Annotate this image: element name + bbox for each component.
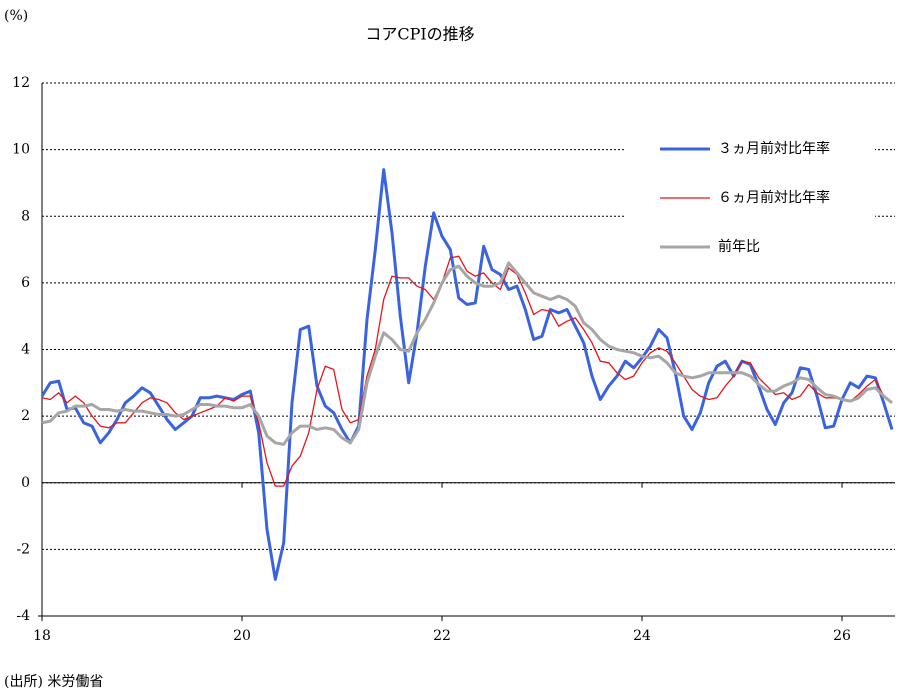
source-note: (出所) 米労働省 <box>4 674 103 690</box>
chart-title: コアCPIの推移 <box>365 25 474 44</box>
y-tick-label: 10 <box>12 142 30 158</box>
legend-label: ３ヵ月前対比年率 <box>718 140 830 157</box>
x-tick-label: 20 <box>233 628 251 644</box>
y-tick-label: -4 <box>16 608 30 624</box>
y-tick-label: 8 <box>21 208 30 224</box>
line-layer <box>40 168 894 581</box>
series-line <box>41 261 893 446</box>
legend-label: ６ヵ月前対比年率 <box>718 189 830 206</box>
y-tick-label: -2 <box>16 541 30 557</box>
x-tick-label: 18 <box>33 628 51 644</box>
y-tick-label: 6 <box>21 275 30 291</box>
y-tick-label: 12 <box>12 75 30 91</box>
y-tick-label: 2 <box>21 408 30 424</box>
series-line <box>41 255 893 487</box>
x-tick-label: 26 <box>833 628 851 644</box>
x-tick-label: 22 <box>433 628 451 644</box>
y-tick-label: 0 <box>21 475 30 491</box>
y-unit-label: (%) <box>4 8 28 24</box>
x-tick-label: 24 <box>633 628 651 644</box>
series-line <box>40 168 894 581</box>
y-tick-label: 4 <box>21 342 30 358</box>
legend-label: 前年比 <box>718 238 760 255</box>
